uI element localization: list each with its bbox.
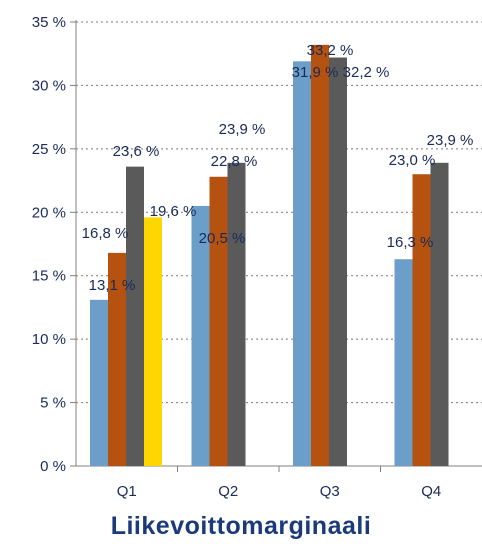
- bar: [108, 252, 126, 466]
- bar: [227, 162, 246, 466]
- data-label: 31,9 %: [292, 64, 339, 81]
- bar: [191, 205, 210, 466]
- data-label: 16,8 %: [82, 225, 129, 242]
- data-labels: 13,1 % 20,5 % 31,9 % 16,3 % 16,8 % 22,8 % 33,2…: [82, 42, 474, 294]
- data-label: 22,8 %: [211, 153, 258, 170]
- x-axis-ticks: Q1 Q2 Q3 Q4: [117, 466, 441, 500]
- bar: [430, 162, 449, 466]
- data-label: 23,6 %: [113, 143, 160, 160]
- data-label: 20,5 %: [199, 230, 246, 247]
- bar: [412, 174, 431, 466]
- data-label: 23,9 %: [219, 121, 266, 138]
- x-tick-label: Q3: [320, 483, 340, 500]
- y-tick-label: 35 %: [32, 14, 66, 31]
- bar: [209, 176, 228, 466]
- y-tick-label: 20 %: [32, 204, 66, 221]
- bars: [90, 44, 449, 467]
- bar-chart: 0 %5 %10 %15 %20 %25 %30 %35 % Q1 Q2 Q3 Q4 …: [32, 14, 482, 500]
- x-tick-label: Q2: [218, 483, 238, 500]
- y-tick-label: 30 %: [32, 77, 66, 94]
- bar: [293, 61, 311, 466]
- x-tick-label: Q4: [421, 483, 441, 500]
- y-tick-label: 25 %: [32, 141, 66, 158]
- data-label: 32,2 %: [343, 64, 390, 81]
- data-label: 23,9 %: [427, 132, 474, 149]
- bar: [329, 57, 347, 467]
- y-tick-label: 0 %: [40, 458, 66, 475]
- bar: [311, 44, 329, 466]
- data-label: 13,1 %: [89, 277, 136, 294]
- data-label: 19,6 %: [150, 203, 197, 220]
- bar: [394, 259, 413, 466]
- data-label: 33,2 %: [307, 42, 354, 59]
- bar: [90, 299, 108, 466]
- y-axis-ticks: 0 % 5 % 10 % 15 % 20 % 25 % 30 % 35 %: [32, 14, 76, 475]
- chart-title: Liikevoittomarginaali: [110, 512, 372, 540]
- data-label: 23,0 %: [389, 152, 436, 169]
- y-tick-label: 10 %: [32, 331, 66, 348]
- y-tick-label: 5 %: [40, 395, 66, 412]
- y-tick-label: 15 %: [32, 268, 66, 285]
- x-tick-label: Q1: [117, 483, 137, 500]
- bar: [126, 166, 144, 467]
- data-label: 16,3 %: [387, 234, 434, 251]
- bar: [144, 217, 162, 466]
